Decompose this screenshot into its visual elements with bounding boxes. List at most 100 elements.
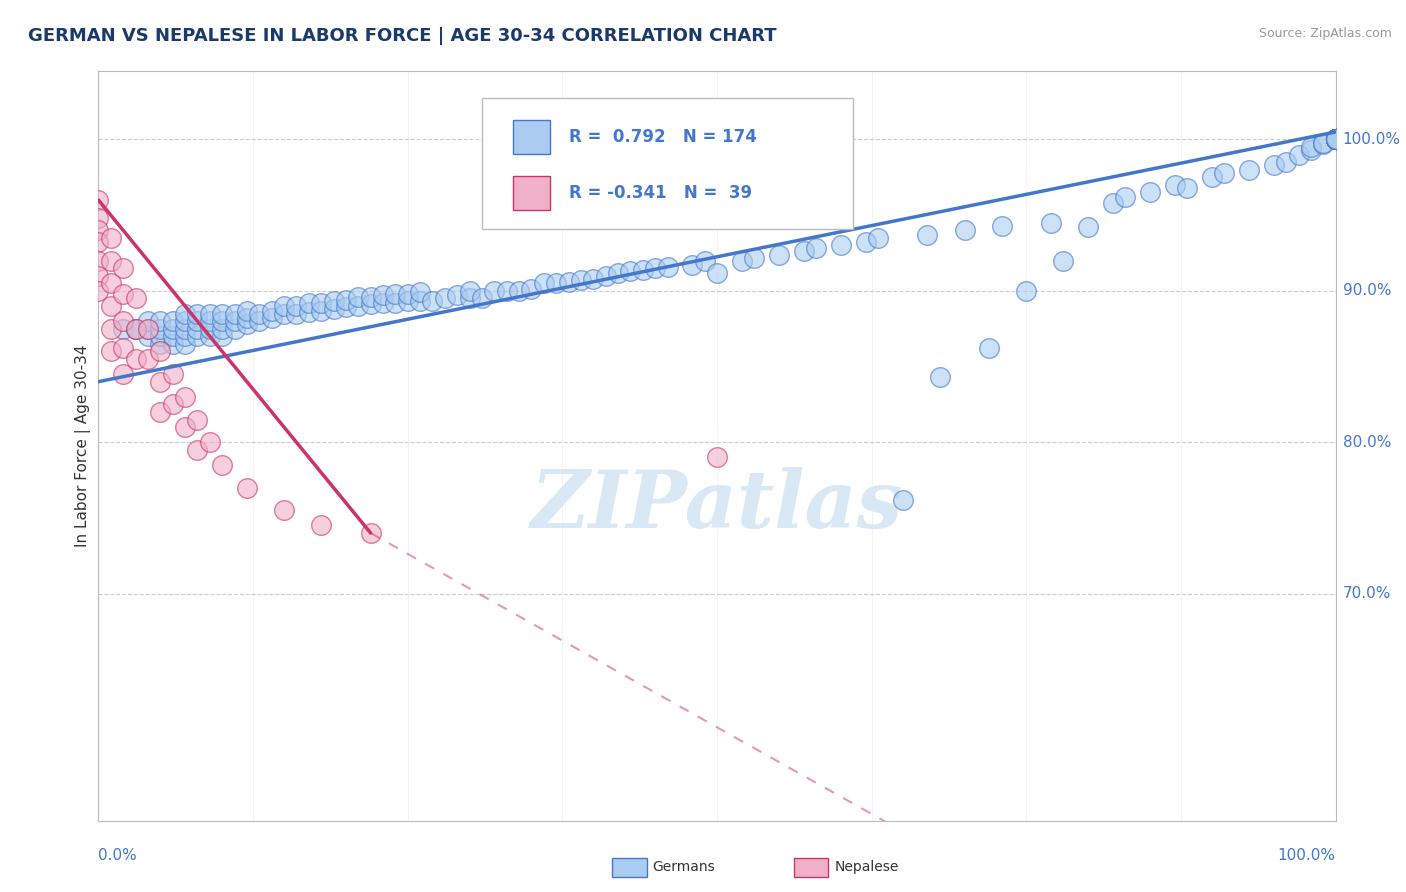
Point — [87, 235, 110, 250]
Text: Nepalese: Nepalese — [835, 860, 898, 874]
Point — [595, 268, 617, 283]
Point — [953, 223, 976, 237]
Point — [1324, 132, 1347, 146]
Point — [360, 297, 382, 311]
Point — [136, 351, 159, 366]
Point — [1324, 132, 1347, 146]
Point — [693, 253, 716, 268]
Point — [1324, 132, 1347, 146]
Point — [1324, 132, 1347, 146]
Point — [1324, 132, 1347, 146]
Point — [1324, 132, 1347, 146]
Point — [1299, 143, 1322, 157]
Point — [149, 344, 172, 359]
Point — [186, 321, 208, 335]
Point — [1040, 216, 1063, 230]
Point — [830, 238, 852, 252]
Point — [87, 284, 110, 298]
Point — [471, 292, 494, 306]
Point — [396, 286, 419, 301]
Point — [1077, 220, 1099, 235]
Point — [162, 336, 184, 351]
Point — [1324, 132, 1347, 146]
Point — [1164, 178, 1187, 192]
Point — [1324, 132, 1347, 146]
Point — [1324, 132, 1347, 146]
Point — [569, 273, 592, 287]
Point — [1324, 132, 1347, 146]
Point — [298, 305, 321, 319]
Point — [260, 303, 283, 318]
Point — [1324, 132, 1347, 146]
Point — [1114, 190, 1136, 204]
Point — [149, 329, 172, 343]
Point — [247, 314, 270, 328]
Point — [866, 231, 889, 245]
Point — [100, 344, 122, 359]
Point — [1324, 132, 1347, 146]
Point — [1324, 132, 1347, 146]
Point — [174, 314, 197, 328]
Point — [87, 253, 110, 268]
Point — [1324, 132, 1347, 146]
Point — [273, 307, 295, 321]
Point — [1324, 132, 1347, 146]
Point — [990, 219, 1012, 233]
FancyBboxPatch shape — [513, 177, 550, 210]
Point — [87, 268, 110, 283]
Point — [1324, 132, 1347, 146]
Point — [112, 261, 135, 276]
Point — [112, 367, 135, 381]
Point — [1324, 132, 1347, 146]
Point — [112, 321, 135, 335]
Point — [100, 253, 122, 268]
Point — [224, 307, 246, 321]
Point — [100, 231, 122, 245]
Point — [446, 288, 468, 302]
Point — [1213, 166, 1236, 180]
Point — [100, 299, 122, 313]
Point — [124, 321, 146, 335]
Point — [1324, 132, 1347, 146]
Point — [285, 299, 308, 313]
Point — [1324, 132, 1347, 146]
Point — [112, 342, 135, 356]
Point — [768, 247, 790, 261]
Point — [1275, 155, 1298, 169]
Point — [1324, 132, 1347, 146]
Text: Germans: Germans — [652, 860, 716, 874]
Point — [347, 290, 370, 304]
Point — [1324, 132, 1347, 146]
Point — [706, 450, 728, 465]
Point — [247, 307, 270, 321]
Point — [211, 329, 233, 343]
Point — [1237, 162, 1260, 177]
Point — [186, 442, 208, 457]
Point — [1324, 132, 1347, 146]
Point — [1324, 132, 1347, 146]
Point — [1324, 132, 1347, 146]
Point — [1324, 132, 1347, 146]
Point — [1288, 147, 1310, 161]
Point — [891, 492, 914, 507]
Point — [979, 342, 1001, 356]
Point — [422, 294, 444, 309]
Text: 90.0%: 90.0% — [1343, 284, 1391, 298]
Point — [520, 282, 543, 296]
Point — [236, 317, 259, 331]
Point — [112, 314, 135, 328]
Point — [149, 321, 172, 335]
Point — [1324, 132, 1347, 146]
Text: 100.0%: 100.0% — [1278, 848, 1336, 863]
Point — [309, 518, 332, 533]
Point — [174, 329, 197, 343]
Point — [335, 301, 357, 315]
Point — [186, 307, 208, 321]
Point — [162, 329, 184, 343]
Text: 70.0%: 70.0% — [1343, 586, 1391, 601]
FancyBboxPatch shape — [482, 97, 853, 228]
Point — [174, 307, 197, 321]
Point — [1052, 253, 1074, 268]
Point — [309, 296, 332, 310]
Point — [1102, 196, 1125, 211]
